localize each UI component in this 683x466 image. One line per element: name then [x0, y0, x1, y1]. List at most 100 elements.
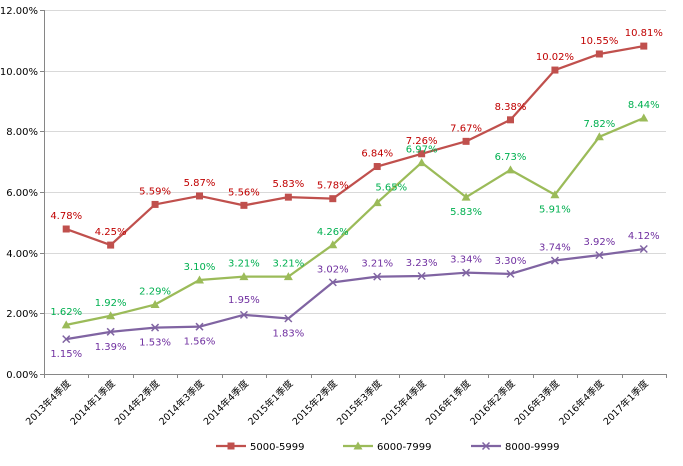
marker-stroke [639, 244, 648, 254]
series-8000-9999: 1.15% 1.39% 1.53% 1.56% 1.95% 1.83% 3.02% 3.21%… [50, 231, 659, 360]
x-tick-label: 2016年4季度 [556, 377, 606, 427]
marker-stroke [62, 335, 71, 344]
data-label: 4.25% [95, 227, 127, 238]
data-point [62, 335, 71, 344]
x-tick-label: 2014年4季度 [201, 377, 251, 427]
legend-label: 5000-5999 [250, 442, 305, 453]
series-5000-5999: 4.78% 4.25% 5.59% 5.87% 5.56% 5.83% 5.78% 6.84%… [50, 28, 663, 249]
data-point [239, 310, 248, 319]
data-point [284, 314, 293, 323]
marker-stroke [595, 251, 604, 260]
data-label: 1.15% [50, 349, 82, 360]
series-line [65, 44, 644, 247]
data-label: 6.97% [406, 145, 438, 156]
data-point [328, 278, 337, 287]
data-point [639, 244, 648, 254]
data-label: 1.39% [95, 342, 127, 353]
data-label: 1.83% [272, 328, 304, 339]
y-tick-label: 2.00% [6, 309, 38, 320]
data-label: 1.95% [228, 295, 260, 306]
data-point [462, 268, 471, 277]
data-label: 5.78% [317, 181, 349, 192]
data-point [106, 311, 116, 320]
data-label: 10.55% [580, 36, 618, 47]
data-point [506, 269, 515, 278]
data-point [196, 192, 203, 200]
x-tick-label: 2016年3季度 [512, 377, 562, 427]
marker-stroke [239, 310, 248, 319]
data-label: 8.44% [628, 100, 660, 111]
data-point [551, 66, 559, 74]
data-point [372, 198, 382, 207]
data-point [107, 241, 115, 249]
data-point [507, 116, 514, 124]
data-label: 7.26% [406, 136, 438, 147]
data-label: 3.92% [583, 237, 615, 248]
legend: 5000-5999 6000-7999 8000-9999 [216, 441, 560, 453]
data-point [195, 275, 204, 284]
x-tick-label: 2017年1季度 [601, 377, 651, 427]
data-point [329, 195, 337, 203]
y-tick-label: 6.00% [6, 188, 38, 199]
data-point [61, 320, 71, 329]
data-point [550, 190, 560, 199]
data-label: 5.87% [184, 178, 216, 189]
data-point [373, 163, 381, 171]
data-point [595, 50, 603, 58]
data-point [227, 442, 235, 450]
data-point [481, 441, 491, 451]
marker-stroke [284, 314, 293, 323]
data-label: 3.23% [406, 258, 438, 269]
data-label: 5.65% [375, 183, 407, 194]
data-point [417, 271, 426, 281]
data-label: 5.59% [139, 186, 171, 197]
data-point [461, 192, 471, 201]
data-label: 5.56% [228, 187, 260, 198]
marker-stroke [106, 327, 115, 336]
x-tick-label: 2015年4季度 [379, 377, 429, 427]
data-label: 3.34% [450, 255, 482, 266]
legend-item: 5000-5999 [216, 442, 305, 453]
data-point [195, 322, 204, 331]
legend-item: 6000-7999 [343, 441, 432, 453]
marker-stroke [373, 272, 382, 281]
data-label: 1.56% [184, 337, 216, 348]
data-label: 3.21% [228, 259, 260, 270]
data-label: 7.67% [450, 123, 482, 134]
data-point [150, 300, 160, 309]
y-tick-label: 12.00% [0, 6, 38, 17]
data-label: 1.92% [95, 298, 127, 309]
data-point [239, 272, 249, 281]
x-tick-label: 2014年3季度 [157, 377, 207, 427]
data-label: 8.38% [495, 102, 527, 113]
data-label: 10.02% [536, 52, 574, 63]
data-label: 4.12% [628, 231, 660, 242]
data-label: 2.29% [139, 287, 171, 298]
data-label: 4.26% [317, 227, 349, 238]
data-label: 7.82% [583, 119, 615, 130]
data-point [462, 137, 470, 145]
data-point [283, 272, 293, 281]
data-label: 5.83% [450, 207, 482, 218]
data-label: 1.53% [139, 338, 171, 349]
data-point [595, 251, 604, 260]
marker-stroke [462, 268, 471, 277]
y-tick-label: 8.00% [6, 127, 38, 138]
data-label: 6.73% [495, 152, 527, 163]
x-tick-label: 2015年2季度 [290, 377, 340, 427]
marker-stroke [550, 256, 559, 265]
x-tick-label: 2016年1季度 [423, 377, 473, 427]
series-line [66, 247, 644, 341]
data-point [353, 441, 363, 450]
data-point [373, 272, 382, 281]
marker-stroke [481, 441, 491, 451]
marker-stroke [151, 323, 160, 332]
data-point [106, 327, 115, 336]
x-tick-label: 2013年4季度 [23, 377, 73, 427]
data-point [284, 193, 292, 201]
marker-stroke [506, 269, 515, 278]
x-tick-label: 2014年1季度 [68, 377, 118, 427]
data-label: 5.91% [539, 205, 571, 216]
